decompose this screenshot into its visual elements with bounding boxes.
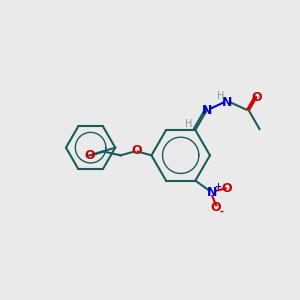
Text: N: N (207, 186, 217, 199)
Text: O: O (131, 144, 142, 157)
Text: O: O (85, 149, 95, 162)
Text: H: H (185, 119, 193, 129)
Text: O: O (222, 182, 232, 195)
Text: O: O (251, 91, 262, 104)
Text: -: - (220, 206, 224, 217)
Text: N: N (202, 103, 212, 116)
Text: N: N (222, 96, 232, 109)
Text: H: H (217, 92, 225, 101)
Text: +: + (214, 182, 221, 191)
Text: O: O (211, 201, 221, 214)
